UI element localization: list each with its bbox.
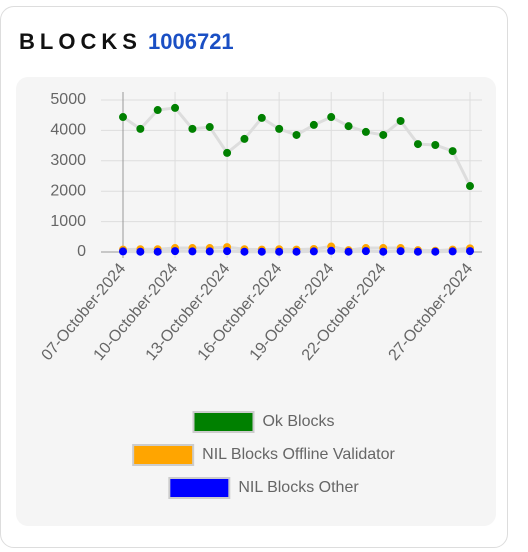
point	[136, 247, 145, 256]
point	[292, 247, 301, 256]
point	[240, 247, 249, 256]
point	[292, 130, 301, 139]
y-tick-label: 2000	[50, 182, 86, 199]
point	[119, 247, 127, 256]
point	[136, 124, 145, 133]
chart-panel	[16, 77, 496, 526]
point	[153, 247, 162, 256]
card-title: BLOCKS	[19, 29, 142, 54]
point	[379, 130, 388, 139]
point	[361, 127, 370, 136]
point	[309, 247, 318, 256]
y-tick-label: 1000	[50, 213, 86, 230]
point	[396, 116, 405, 125]
legend-swatch	[168, 477, 231, 499]
point	[257, 247, 266, 256]
point	[379, 247, 388, 256]
legend-swatch	[192, 411, 255, 433]
legend-item: NIL Blocks Other	[168, 477, 359, 499]
point	[413, 140, 422, 149]
header: BLOCKS 1006721	[19, 29, 234, 55]
point	[171, 247, 180, 256]
legend-item: NIL Blocks Offline Validator	[132, 444, 396, 466]
point	[171, 103, 180, 112]
point	[361, 247, 370, 256]
point	[223, 148, 232, 157]
point	[344, 122, 353, 131]
point	[309, 120, 318, 129]
point	[396, 247, 405, 256]
x-tick-label: 27-October-2024	[386, 260, 477, 364]
point	[257, 113, 266, 122]
legend-label: NIL Blocks Offline Validator	[202, 446, 395, 463]
point	[275, 124, 284, 133]
legend-label: NIL Blocks Other	[238, 479, 359, 496]
point	[188, 124, 197, 133]
point	[431, 140, 440, 149]
point	[223, 247, 232, 256]
point	[205, 247, 214, 256]
legend-label: Ok Blocks	[262, 413, 334, 430]
point	[327, 246, 336, 255]
legend-swatch	[132, 444, 195, 466]
point	[344, 247, 353, 256]
y-tick-label: 4000	[50, 122, 86, 139]
legend-item: Ok Blocks	[192, 411, 335, 433]
point	[205, 123, 214, 132]
block-count: 1006721	[148, 29, 234, 54]
point	[431, 247, 440, 256]
y-tick-label: 5000	[50, 91, 86, 108]
point	[413, 247, 422, 256]
point	[153, 106, 162, 115]
point	[448, 147, 457, 156]
y-tick-label: 0	[77, 243, 86, 260]
point	[466, 182, 474, 191]
point	[188, 247, 197, 256]
point	[448, 247, 457, 256]
point	[240, 134, 249, 143]
point	[466, 247, 474, 256]
y-tick-label: 3000	[50, 152, 86, 169]
point	[119, 113, 127, 122]
point	[275, 247, 284, 256]
point	[327, 113, 336, 122]
